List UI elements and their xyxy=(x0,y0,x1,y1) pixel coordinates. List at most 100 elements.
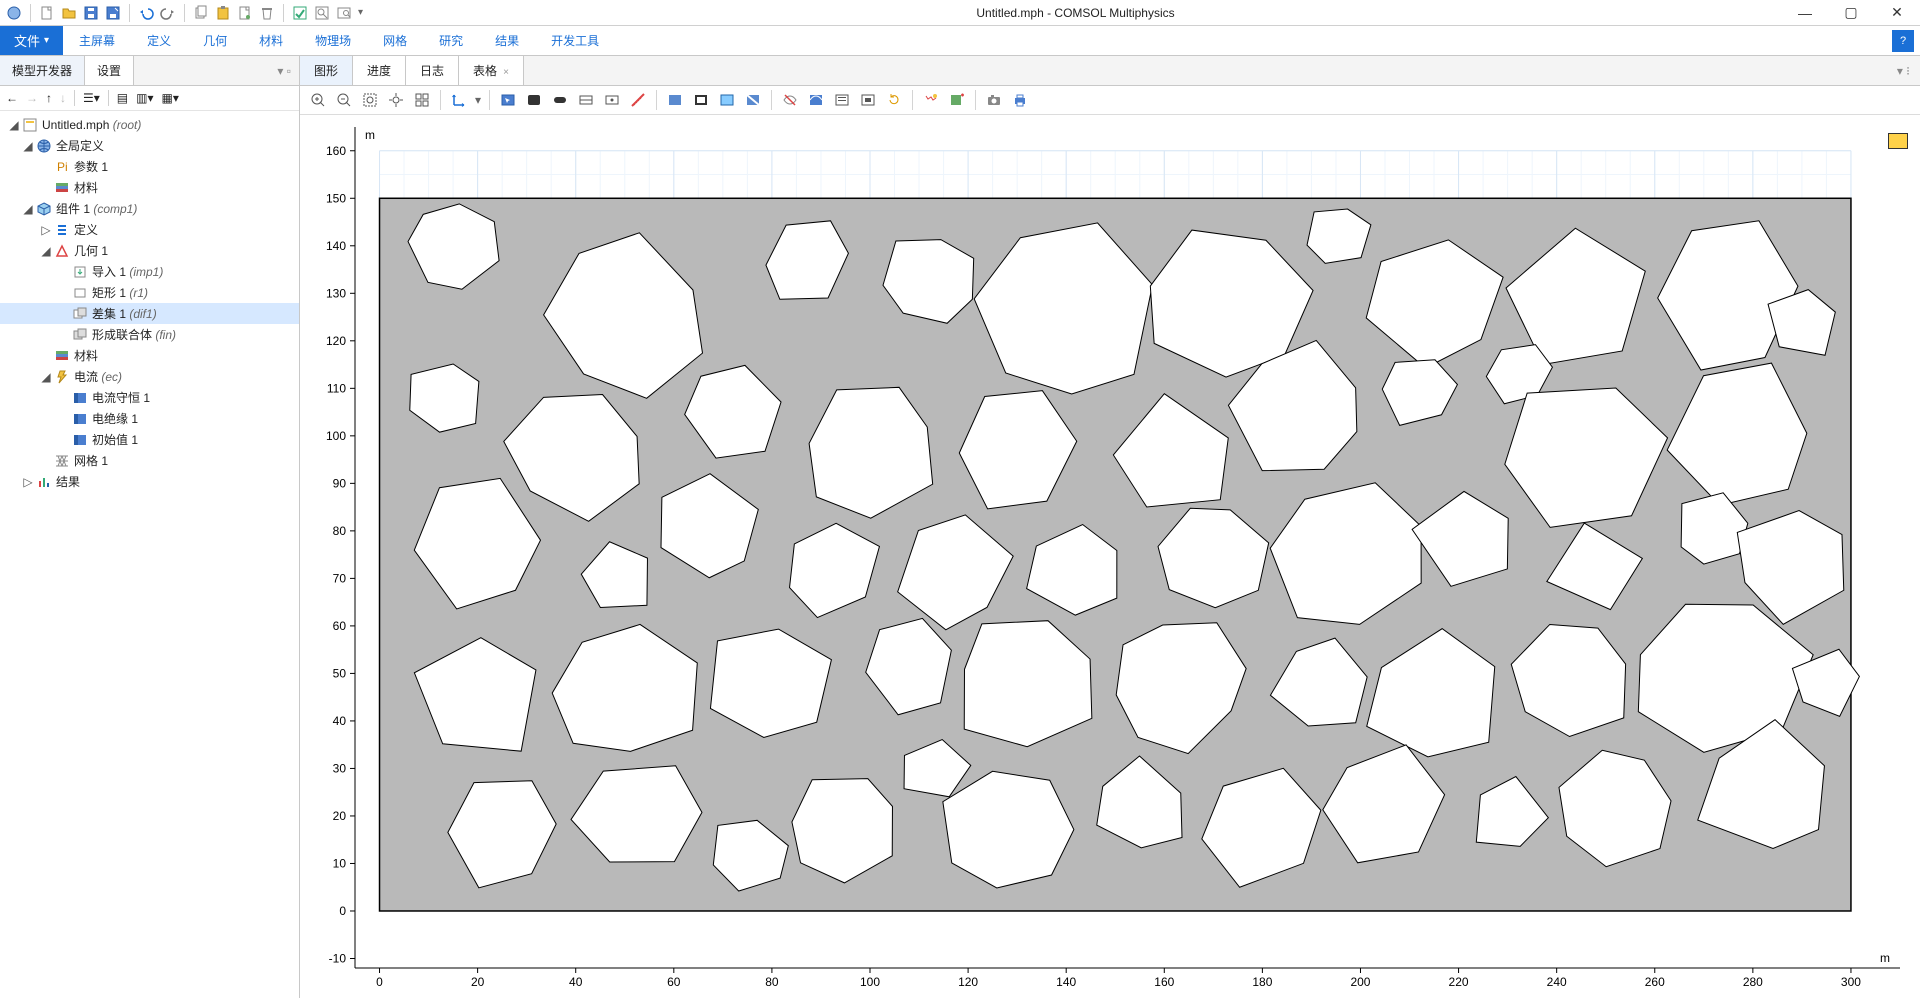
svg-text:40: 40 xyxy=(569,975,583,989)
tree-node[interactable]: 电流守恒 1 xyxy=(0,387,299,408)
build-icon[interactable] xyxy=(292,5,308,21)
undo-icon[interactable] xyxy=(138,5,154,21)
close-tab-icon[interactable]: × xyxy=(503,67,509,78)
zoom-in-icon[interactable] xyxy=(308,90,328,110)
render-wire-icon[interactable] xyxy=(691,90,711,110)
ribbon-tab-geom[interactable]: 几何 xyxy=(187,26,243,55)
down-icon[interactable]: ↓ xyxy=(60,91,66,105)
rtab-table[interactable]: 表格× xyxy=(459,56,524,85)
titlebar: ▾ Untitled.mph - COMSOL Multiphysics — ▢… xyxy=(0,0,1920,26)
ribbon-tab-mesh[interactable]: 网格 xyxy=(367,26,423,55)
render-trans-icon[interactable] xyxy=(717,90,737,110)
snapshot-icon[interactable] xyxy=(984,90,1004,110)
measure-icon[interactable] xyxy=(628,90,648,110)
help-button[interactable]: ? xyxy=(1892,30,1914,52)
svg-text:300: 300 xyxy=(1841,975,1861,989)
tree-node[interactable]: ◢电流 (ec) xyxy=(0,366,299,387)
show-icon[interactable]: ☰▾ xyxy=(83,91,100,105)
zoom-extents-icon[interactable] xyxy=(386,90,406,110)
render-all-icon[interactable] xyxy=(665,90,685,110)
save-icon[interactable] xyxy=(83,5,99,21)
open-icon[interactable] xyxy=(61,5,77,21)
fwd-icon[interactable]: → xyxy=(26,91,38,105)
ribbon-tab-physics[interactable]: 物理场 xyxy=(299,26,367,55)
rtab-log[interactable]: 日志 xyxy=(406,56,459,85)
cut-icon[interactable] xyxy=(237,5,253,21)
view-dropdown-icon[interactable]: ▾ xyxy=(475,93,481,107)
redo-icon[interactable] xyxy=(160,5,176,21)
tree-node[interactable]: 形成联合体 (fin) xyxy=(0,324,299,345)
paste-icon[interactable] xyxy=(215,5,231,21)
saveas-icon[interactable] xyxy=(105,5,121,21)
tree-node[interactable]: ◢组件 1 (comp1) xyxy=(0,198,299,219)
view-list-icon[interactable] xyxy=(832,90,852,110)
zoom-box-icon[interactable] xyxy=(360,90,380,110)
tree-node[interactable]: ▷定义 xyxy=(0,219,299,240)
clip-icon[interactable] xyxy=(743,90,763,110)
rtab-progress[interactable]: 进度 xyxy=(353,56,406,85)
ribbon-tab-home[interactable]: 主屏幕 xyxy=(63,26,131,55)
tree-node[interactable]: ◢全局定义 xyxy=(0,135,299,156)
close-button[interactable]: ✕ xyxy=(1874,0,1920,26)
tree-node[interactable]: 导入 1 (imp1) xyxy=(0,261,299,282)
tree-node[interactable]: 电绝缘 1 xyxy=(0,408,299,429)
svg-text:160: 160 xyxy=(326,144,346,158)
rtab-graphics[interactable]: 图形 xyxy=(300,56,353,85)
find-icon[interactable] xyxy=(336,5,352,21)
qat-dropdown-icon[interactable]: ▾ xyxy=(358,7,363,18)
graphics-canvas[interactable]: 0204060801001201401601802002202402602803… xyxy=(300,115,1920,998)
print-icon[interactable] xyxy=(1010,90,1030,110)
view-xy-icon[interactable] xyxy=(449,90,469,110)
panel-pin-icon[interactable]: ▾ ▫ xyxy=(269,64,299,78)
ribbon-tab-dev[interactable]: 开发工具 xyxy=(535,26,615,55)
maximize-button[interactable]: ▢ xyxy=(1828,0,1874,26)
reset-icon[interactable] xyxy=(884,90,904,110)
zoom-out-icon[interactable] xyxy=(334,90,354,110)
tree-node[interactable]: 差集 1 (dif1) xyxy=(0,303,299,324)
file-menu-button[interactable]: 文件 xyxy=(0,26,63,55)
sel-domain-icon[interactable] xyxy=(524,90,544,110)
svg-text:220: 220 xyxy=(1449,975,1469,989)
sel-boundary-icon[interactable] xyxy=(550,90,570,110)
panel-menu-icon[interactable]: ▾ ⁝ xyxy=(1887,64,1920,78)
tree-node[interactable]: ▷结果 xyxy=(0,471,299,492)
expand-icon[interactable]: ▥▾ xyxy=(136,91,153,105)
tree-node[interactable]: 材料 xyxy=(0,177,299,198)
back-icon[interactable]: ← xyxy=(6,91,18,105)
view-sel-icon[interactable] xyxy=(858,90,878,110)
tree-node[interactable]: Pi参数 1 xyxy=(0,156,299,177)
select-icon[interactable] xyxy=(498,90,518,110)
scene-light-icon[interactable] xyxy=(921,90,941,110)
tree-node[interactable]: ◢Untitled.mph (root) xyxy=(0,115,299,135)
ribbon-tab-study[interactable]: 研究 xyxy=(423,26,479,55)
tree-node[interactable]: 初始值 1 xyxy=(0,429,299,450)
show-sel-icon[interactable] xyxy=(806,90,826,110)
add-plot-icon[interactable] xyxy=(947,90,967,110)
copy-icon[interactable] xyxy=(193,5,209,21)
zoom-icon[interactable] xyxy=(314,5,330,21)
panel-tab-model-builder[interactable]: 模型开发器 xyxy=(0,56,85,85)
collapse-icon[interactable]: ▤ xyxy=(117,91,128,105)
ribbon-tab-mat[interactable]: 材料 xyxy=(243,26,299,55)
ribbon-tab-def[interactable]: 定义 xyxy=(131,26,187,55)
svg-text:m: m xyxy=(1880,951,1890,965)
svg-text:150: 150 xyxy=(326,191,346,205)
up-icon[interactable]: ↑ xyxy=(46,91,52,105)
ribbon-tab-results[interactable]: 结果 xyxy=(479,26,535,55)
model-tree[interactable]: ◢Untitled.mph (root)◢全局定义Pi参数 1材料◢组件 1 (… xyxy=(0,111,299,998)
tree-node[interactable]: ◢几何 1 xyxy=(0,240,299,261)
panel-tab-settings[interactable]: 设置 xyxy=(85,56,134,85)
sel-edge-icon[interactable] xyxy=(576,90,596,110)
zoom-sel-icon[interactable] xyxy=(412,90,432,110)
new-icon[interactable] xyxy=(39,5,55,21)
tree-node[interactable]: 矩形 1 (r1) xyxy=(0,282,299,303)
sel-point-icon[interactable] xyxy=(602,90,622,110)
tree-node[interactable]: 材料 xyxy=(0,345,299,366)
minimize-button[interactable]: — xyxy=(1782,0,1828,26)
delete-icon[interactable] xyxy=(259,5,275,21)
tree-more-icon[interactable]: ▦▾ xyxy=(162,91,179,105)
ribbon-menubar: 文件 主屏幕 定义 几何 材料 物理场 网格 研究 结果 开发工具 ? xyxy=(0,26,1920,56)
hide-icon[interactable] xyxy=(780,90,800,110)
tree-node[interactable]: 网格 1 xyxy=(0,450,299,471)
messages-badge[interactable] xyxy=(1888,133,1908,149)
